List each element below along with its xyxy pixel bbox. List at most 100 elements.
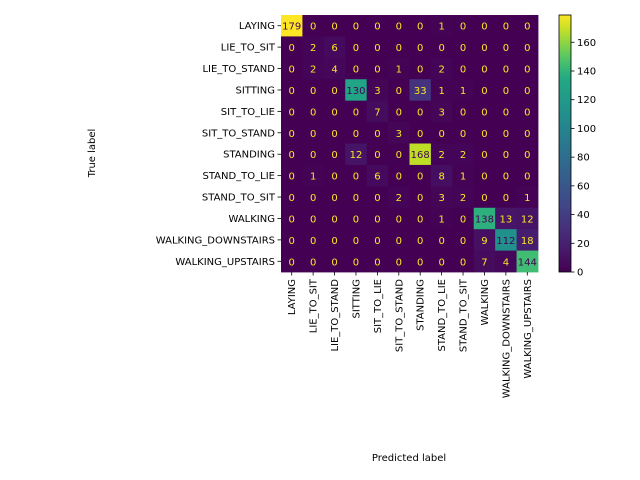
cell-value: 2	[310, 43, 316, 54]
cell-value: 0	[396, 22, 402, 33]
x-tick-label: WALKING_DOWNSTAIRS	[501, 279, 512, 398]
heatmap-cell	[452, 143, 475, 166]
heatmap-cell	[430, 15, 453, 37]
cell-value: 8	[438, 172, 444, 183]
heatmap-cell	[366, 207, 389, 230]
cell-value: 2	[460, 150, 466, 161]
heatmap-cell	[388, 122, 410, 144]
cell-value: 0	[374, 214, 380, 225]
cell-value: 0	[310, 129, 316, 140]
cell-value: 0	[396, 236, 402, 247]
heatmap-cell	[495, 229, 517, 251]
heatmap-cell	[302, 79, 325, 102]
cell-value: 0	[396, 214, 402, 225]
heatmap-cell	[473, 164, 496, 187]
heatmap-cell	[495, 207, 517, 230]
heatmap-cell	[516, 122, 539, 144]
heatmap-cell	[323, 143, 346, 166]
heatmap-cell	[452, 79, 475, 102]
cell-value: 0	[353, 236, 359, 247]
heatmap-cell	[323, 100, 346, 123]
cell-value: 0	[417, 43, 423, 54]
cell-value: 0	[524, 150, 530, 161]
cell-value: 3	[396, 129, 402, 140]
cell-value: 0	[438, 129, 444, 140]
heatmap-cell	[388, 207, 410, 230]
heatmap-cell	[473, 186, 496, 209]
heatmap-cell	[495, 164, 517, 187]
heatmap-cell	[281, 229, 303, 251]
heatmap-cell	[345, 36, 368, 59]
cell-value: 18	[521, 236, 534, 247]
heatmap-cell	[430, 186, 453, 209]
cell-value: 1	[460, 86, 466, 97]
heatmap-cell	[302, 186, 325, 209]
cell-value: 0	[481, 129, 487, 140]
cell-value: 0	[310, 257, 316, 268]
cell-value: 0	[331, 236, 337, 247]
heatmap-cell	[473, 79, 496, 102]
heatmap-cell	[345, 229, 368, 251]
cell-value: 0	[481, 22, 487, 33]
heatmap-cell	[409, 79, 432, 102]
x-tick-label: SIT_TO_STAND	[394, 279, 405, 352]
cell-value: 0	[374, 65, 380, 76]
cell-value: 112	[496, 236, 515, 247]
colorbar-tick-label: 40	[577, 210, 590, 221]
heatmap-cell	[345, 100, 368, 123]
cell-value: 0	[438, 236, 444, 247]
cell-value: 0	[374, 193, 380, 204]
cell-value: 0	[353, 214, 359, 225]
heatmap-cell	[452, 15, 475, 37]
heatmap-cell	[409, 164, 432, 187]
cell-value: 0	[524, 43, 530, 54]
heatmap-cell	[323, 15, 346, 37]
cell-value: 0	[524, 172, 530, 183]
cell-value: 0	[396, 257, 402, 268]
y-tick-label: WALKING	[229, 214, 276, 225]
heatmap-cell	[495, 186, 517, 209]
heatmap-cell	[452, 122, 475, 144]
cell-value: 0	[374, 257, 380, 268]
heatmap-cell	[516, 36, 539, 59]
cell-value: 0	[353, 193, 359, 204]
heatmap-cell	[366, 57, 389, 80]
heatmap-cell	[473, 229, 496, 251]
cell-value: 6	[331, 43, 337, 54]
cell-value: 0	[417, 22, 423, 33]
heatmap-cell	[323, 79, 346, 102]
heatmap-cell	[495, 143, 517, 166]
heatmap-cell	[495, 57, 517, 80]
heatmap-cell	[409, 57, 432, 80]
heatmap-cell	[323, 229, 346, 251]
heatmap-cell	[409, 100, 432, 123]
cell-value: 0	[524, 86, 530, 97]
heatmap-cell	[516, 79, 539, 102]
y-tick-label: LIE_TO_SIT	[221, 43, 276, 54]
heatmap-cell	[473, 100, 496, 123]
cell-value: 0	[503, 65, 509, 76]
heatmap-cell	[302, 143, 325, 166]
cell-value: 0	[289, 214, 295, 225]
x-axis-label: Predicted label	[372, 453, 446, 464]
cell-value: 0	[460, 129, 466, 140]
cell-value: 0	[331, 214, 337, 225]
x-tick-label: LIE_TO_STAND	[330, 279, 341, 352]
x-tick-label: STANDING	[416, 279, 427, 331]
heatmap-cell	[430, 100, 453, 123]
heatmap-cell	[302, 122, 325, 144]
cell-value: 2	[438, 150, 444, 161]
heatmap-cell	[452, 229, 475, 251]
heatmap-cell	[366, 143, 389, 166]
cell-value: 0	[481, 150, 487, 161]
heatmap-cell	[409, 250, 432, 273]
heatmap-cell	[323, 36, 346, 59]
cell-value: 0	[503, 150, 509, 161]
heatmap-cell	[473, 36, 496, 59]
heatmap-cell	[473, 143, 496, 166]
cell-value: 12	[521, 214, 534, 225]
cell-value: 0	[503, 107, 509, 118]
cell-value: 0	[353, 65, 359, 76]
cell-value: 0	[524, 65, 530, 76]
